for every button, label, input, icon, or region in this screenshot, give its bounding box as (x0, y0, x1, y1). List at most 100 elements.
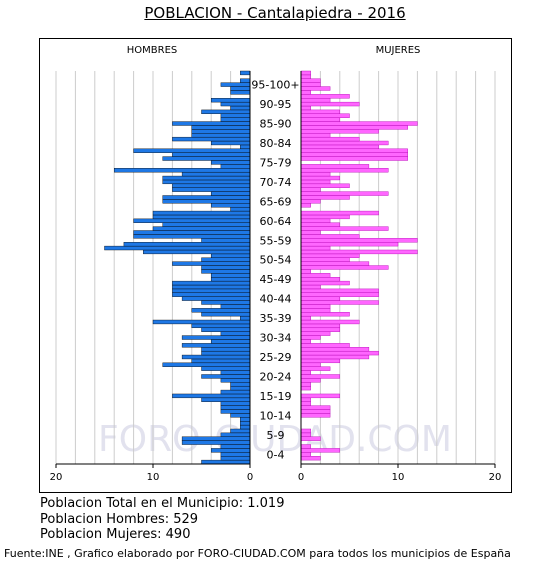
women-bar (300, 405, 331, 410)
women-bar (300, 129, 379, 134)
women-bar (300, 226, 389, 231)
women-bar (300, 70, 311, 76)
women-bar (300, 397, 311, 402)
age-group-label: 15-19 (260, 390, 292, 403)
population-pyramid: FORO-CIUDAD.COM HOMBRES MUJERES 20 10 0 0 10 20 0… (50, 45, 502, 483)
women-bar (300, 203, 311, 208)
women-bar (300, 366, 331, 371)
men-bar (240, 417, 251, 422)
men-bar (162, 175, 251, 181)
men-bar (201, 366, 251, 371)
men-bar (220, 405, 251, 410)
men-bar (201, 312, 251, 317)
women-bar (300, 136, 360, 142)
men-bar (210, 98, 251, 103)
women-bar (300, 401, 311, 406)
men-bar (201, 265, 251, 270)
men-bar (201, 397, 251, 402)
men-bar (240, 144, 251, 150)
men-bar (181, 354, 251, 360)
tick-label: 20 (489, 472, 502, 483)
age-group-label: 0-4 (267, 448, 285, 461)
men-bar (230, 428, 251, 434)
women-bar (300, 74, 311, 79)
men-bar (133, 230, 251, 235)
men-bar (220, 409, 251, 414)
men-bar (220, 432, 251, 437)
men-bar (172, 261, 251, 266)
women-bar (300, 245, 331, 251)
women-bar (300, 210, 379, 216)
men-bar (210, 448, 251, 453)
men-bar (201, 269, 251, 274)
men-bar (113, 168, 251, 173)
men-bar (162, 222, 251, 227)
women-bar (300, 409, 331, 414)
women-bar (300, 214, 350, 220)
men-bar (240, 70, 251, 76)
women-label: MUJERES (376, 45, 421, 56)
men-bar (143, 249, 251, 255)
women-bar (300, 413, 331, 418)
age-group-label: 40-44 (260, 293, 292, 306)
tick-label: 10 (147, 472, 160, 483)
men-bar (181, 171, 251, 177)
women-bar (300, 436, 321, 441)
men-bar (191, 129, 251, 134)
men-bar (172, 292, 251, 297)
women-bar (300, 148, 408, 153)
tick-label: 10 (392, 472, 405, 483)
women-bar (300, 315, 311, 321)
women-bar (300, 308, 331, 313)
women-bar (300, 152, 408, 157)
women-bar (300, 90, 311, 95)
age-group-label: 70-74 (260, 176, 292, 189)
men-bar (133, 234, 251, 239)
men-bar (162, 199, 251, 204)
men-label: HOMBRES (127, 45, 178, 56)
men-bar (230, 86, 251, 91)
women-bar (300, 164, 370, 169)
men-bar (201, 238, 251, 243)
men-bar (201, 327, 251, 332)
men-bar (230, 90, 251, 95)
men-bar (220, 164, 251, 169)
women-bar (300, 354, 370, 360)
men-bar (220, 113, 251, 118)
women-bar (300, 393, 340, 399)
women-bar (300, 335, 321, 340)
men-bar (172, 136, 251, 142)
women-bar (300, 105, 311, 111)
women-bar (300, 191, 389, 196)
women-bar (300, 238, 418, 243)
women-bar (300, 234, 360, 239)
age-group-label: 30-34 (260, 332, 292, 345)
women-bar (300, 339, 311, 344)
age-group-label: 45-49 (260, 273, 292, 286)
women-bar (300, 444, 311, 449)
women-bar (300, 385, 311, 391)
men-bar (162, 179, 251, 185)
women-bar (300, 117, 340, 122)
women-bar (300, 323, 340, 329)
men-bar (123, 242, 251, 247)
women-bar (300, 133, 331, 138)
men-bar (201, 109, 251, 115)
men-bar (240, 420, 251, 426)
women-bar (300, 378, 321, 383)
women-bar (300, 296, 340, 301)
men-bar (133, 148, 251, 153)
men-bar (210, 203, 251, 208)
men-bar (220, 389, 251, 395)
women-bar (300, 187, 321, 192)
men-bar (220, 456, 251, 461)
men-bar (220, 370, 251, 375)
men-bar (210, 140, 251, 146)
men-bar (201, 300, 251, 305)
women-bar (300, 428, 311, 434)
men-bar (220, 82, 251, 87)
men-bar (181, 436, 251, 441)
women-bar (300, 448, 340, 453)
age-group-label: 65-69 (260, 195, 292, 208)
men-bar (230, 413, 251, 418)
